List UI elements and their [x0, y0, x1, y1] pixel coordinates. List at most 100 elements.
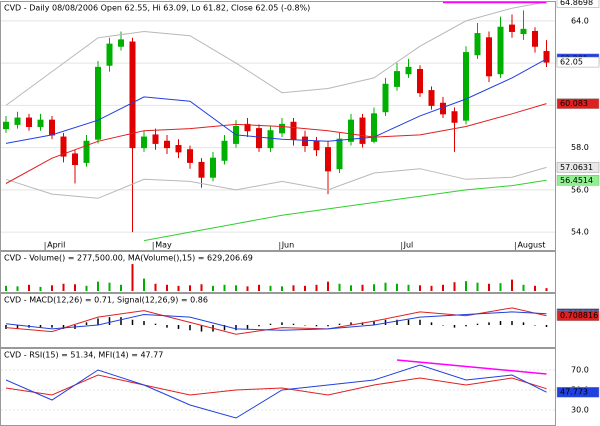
volume-bar	[189, 285, 191, 291]
macd-histogram-bar	[131, 319, 134, 325]
price-label-box	[556, 0, 600, 8]
volume-bar	[465, 281, 467, 291]
candle-body	[106, 43, 113, 66]
volume-bar	[212, 285, 214, 291]
candle-body	[187, 149, 193, 163]
candle-body	[279, 123, 285, 134]
x-tick-label: Jul	[403, 241, 414, 250]
volume-bar	[108, 282, 111, 291]
indicator-line	[5, 374, 547, 396]
macd-histogram-bar	[315, 325, 318, 327]
indicator-line	[5, 364, 547, 419]
candle-body	[486, 37, 492, 77]
candle-body	[417, 68, 423, 94]
volume-bar	[476, 282, 479, 291]
volume-bar	[373, 284, 375, 291]
candle-body	[244, 123, 251, 132]
volume-bar	[154, 283, 157, 291]
macd-histogram-bar	[465, 325, 467, 327]
candle-body	[210, 157, 216, 178]
volume-bar	[396, 283, 398, 291]
volume-bar	[39, 286, 42, 291]
volume-bar	[143, 278, 145, 291]
volume-bar	[120, 284, 122, 291]
candle-body	[509, 24, 515, 32]
macd-histogram-bar	[235, 325, 237, 331]
panel-frame	[0, 1, 556, 251]
title-background	[2, 253, 255, 263]
candle-body	[382, 83, 389, 113]
candle-body	[336, 138, 343, 170]
candle-body	[474, 33, 481, 56]
volume-bar	[85, 285, 88, 291]
candle-body	[290, 121, 297, 140]
macd-histogram-bar	[16, 325, 19, 329]
candle-body	[129, 41, 136, 149]
candle-body	[164, 140, 170, 149]
macd-histogram-bar	[488, 322, 490, 325]
volume-bar	[350, 285, 352, 291]
macd-histogram-bar	[430, 322, 433, 325]
macd-histogram-bar	[534, 325, 536, 326]
panel-title: CVD - Volume() = 277,500.00, MA(Volume()…	[4, 254, 253, 263]
trendline	[396, 359, 547, 375]
candle-body	[26, 117, 32, 128]
macd-histogram-bar	[396, 319, 398, 325]
candle-body	[83, 140, 90, 163]
candle-body	[175, 145, 182, 153]
volume-bar	[534, 285, 536, 291]
title-background	[2, 3, 313, 13]
volume-bar	[453, 282, 456, 291]
candle-body	[520, 28, 527, 35]
indicator-line	[5, 307, 547, 335]
candle-body	[348, 119, 354, 142]
macd-histogram-bar	[51, 325, 53, 328]
indicator-line	[143, 179, 547, 242]
macd-histogram-bar	[177, 325, 180, 329]
y-tick-label: 58.0	[571, 143, 589, 152]
volume-bar	[28, 284, 30, 291]
candle-body	[359, 117, 366, 144]
price-label-box	[556, 162, 600, 173]
x-tick-label: May	[155, 241, 172, 250]
volume-bar	[51, 285, 53, 291]
price-label: 62.05	[560, 58, 583, 67]
price-label: 64.8698	[560, 0, 593, 7]
volume-bar	[499, 283, 502, 291]
price-label: 60.083	[560, 99, 588, 108]
indicator-line	[5, 311, 547, 331]
volume-bar	[338, 283, 341, 291]
candle-body	[302, 136, 308, 147]
y-tick-label: 64.0	[571, 16, 589, 25]
volume-bar	[223, 284, 226, 291]
candle-body	[394, 71, 400, 87]
y-tick-label: 54.0	[571, 228, 589, 237]
macd-histogram-bar	[511, 321, 513, 325]
macd-histogram-bar	[292, 323, 295, 325]
price-label-box	[556, 175, 600, 186]
candle-body	[221, 140, 228, 161]
candle-body	[463, 52, 469, 121]
candle-body	[451, 111, 458, 123]
macd-histogram-bar	[200, 325, 203, 332]
volume-bar	[511, 279, 513, 291]
volume-bar	[419, 285, 421, 291]
price-label-box	[556, 386, 600, 398]
title-background	[2, 295, 210, 305]
macd-histogram-bar	[189, 325, 191, 331]
candle-body	[267, 130, 274, 149]
panel-title: CVD - Daily 08/08/2006 Open 62.55, Hi 63…	[4, 4, 310, 13]
volume-bar	[97, 281, 99, 291]
volume-bar	[281, 286, 283, 291]
macd-histogram-bar	[143, 321, 145, 325]
candle-body	[60, 136, 67, 157]
volume-bar	[166, 284, 168, 291]
x-tick-label: August	[517, 241, 545, 250]
candle-body	[497, 26, 504, 75]
price-label: 57.0631	[560, 163, 593, 172]
macd-histogram-bar	[258, 325, 260, 327]
panel-frame	[0, 251, 556, 293]
macd-histogram-bar	[384, 319, 387, 325]
volume-bar	[522, 284, 525, 291]
macd-histogram-bar	[545, 325, 548, 327]
